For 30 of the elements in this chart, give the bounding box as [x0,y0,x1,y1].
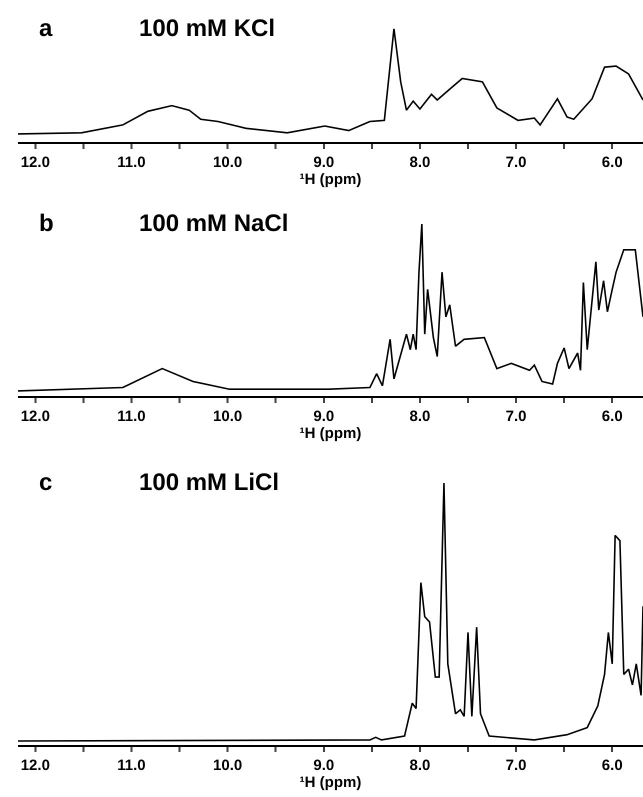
x-tick-label: 7.0 [506,154,527,171]
chart-title: 100 mM LiCl [139,469,280,496]
x-tick-label: 7.0 [506,408,527,426]
annotation: c [39,469,52,496]
x-axis-title: ¹H (ppm) [300,774,362,792]
x-tick-label: 9.0 [313,154,334,171]
x-tick-label: 12.0 [20,757,50,774]
x-tick-label: 12.0 [20,154,50,171]
annotation: b [39,210,54,237]
x-tick-label: 12.0 [20,408,50,426]
x-tick-label: 8.0 [409,408,430,426]
x-tick-label: 11.0 [117,154,146,171]
x-tick-label: 7.0 [506,757,527,774]
x-axis-title: ¹H (ppm) [300,170,362,188]
x-axis-title: ¹H (ppm) [300,425,362,442]
x-tick-label: 10.0 [213,154,242,171]
x-tick-label: 6.0 [602,154,623,171]
x-tick-label: 6.0 [602,408,623,426]
chart-title: 100 mM KCl [139,15,276,42]
chart-title: 100 mM NaCl [139,210,288,237]
x-tick-label: 11.0 [117,408,146,426]
x-tick-label: 8.0 [409,154,430,171]
x-tick-label: 9.0 [313,757,334,774]
x-tick-label: 10.0 [213,408,242,426]
x-tick-label: 6.0 [602,757,623,774]
x-tick-label: 11.0 [117,757,146,774]
annotation: a [39,15,53,42]
x-tick-label: 10.0 [213,757,242,774]
x-tick-label: 8.0 [409,757,430,774]
x-tick-label: 9.0 [313,408,334,426]
